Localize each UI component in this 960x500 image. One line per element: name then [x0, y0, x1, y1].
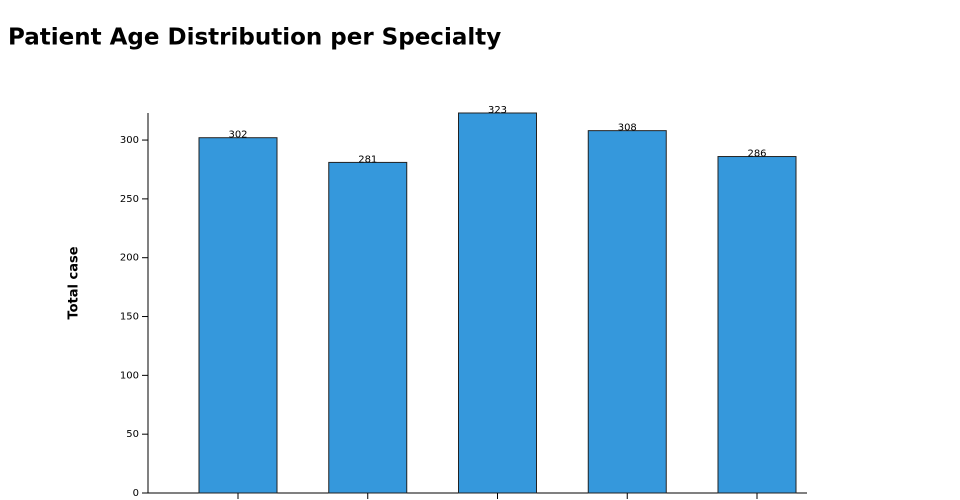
data-label: 323 [488, 105, 507, 116]
bar [458, 112, 537, 494]
data-label: 281 [358, 154, 377, 165]
y-tick-label: 100 [120, 370, 139, 381]
bar [328, 161, 408, 494]
data-label: 286 [747, 149, 766, 160]
chart-title: Patient Age Distribution per Specialty [8, 25, 501, 51]
y-tick-label: 0 [133, 488, 139, 499]
bar [198, 137, 278, 494]
bar [587, 130, 667, 494]
y-tick-label: 250 [120, 194, 139, 205]
y-axis-label: Total case [67, 246, 82, 319]
data-label: 302 [228, 130, 247, 141]
data-label: 308 [618, 123, 637, 134]
y-tick-label: 50 [126, 429, 139, 440]
y-tick-label: 200 [120, 253, 139, 264]
bar [717, 156, 797, 494]
y-tick-label: 150 [120, 312, 139, 323]
y-tick-label: 300 [120, 135, 139, 146]
